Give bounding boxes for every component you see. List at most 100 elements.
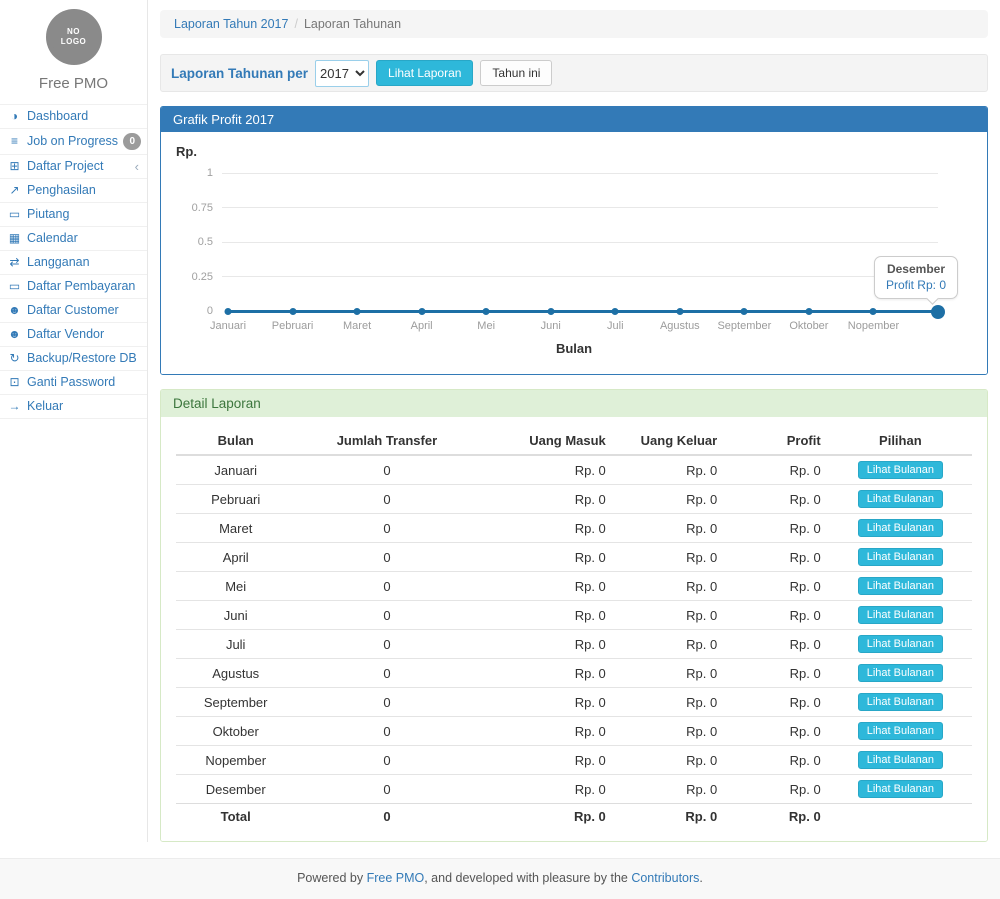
year-filter-bar: Laporan Tahunan per 2017 Lihat Laporan T…: [160, 54, 988, 92]
cell-bulan: Juni: [176, 601, 295, 630]
column-header: Uang Keluar: [614, 427, 725, 455]
data-point-pebruari: [289, 308, 296, 315]
cell-profit: Rp. 0: [725, 543, 828, 572]
sidebar-item-penghasilan[interactable]: ↗ Penghasilan: [0, 178, 147, 202]
cell-jumlah-transfer: 0: [295, 688, 478, 717]
sidebar-item-keluar[interactable]: →Keluar: [0, 394, 147, 419]
view-monthly-button[interactable]: Lihat Bulanan: [858, 548, 943, 566]
data-point-september: [741, 308, 748, 315]
sidebar-item-job-on-progress[interactable]: ≡Job on Progress0: [0, 128, 147, 154]
footer-link-free-pmo[interactable]: Free PMO: [367, 871, 425, 885]
sidebar-item-daftar-customer[interactable]: ☻Daftar Customer: [0, 298, 147, 322]
cell-bulan: Nopember: [176, 746, 295, 775]
cell-profit: Rp. 0: [725, 455, 828, 485]
sidebar-item-daftar-pembayaran[interactable]: ▭Daftar Pembayaran: [0, 274, 147, 298]
view-monthly-button[interactable]: Lihat Bulanan: [858, 693, 943, 711]
table-icon: ⊞: [7, 159, 22, 174]
calendar-icon: ▦: [7, 231, 22, 246]
x-tick-label: April: [411, 320, 433, 332]
view-monthly-button[interactable]: Lihat Bulanan: [858, 751, 943, 769]
cell-uang-keluar: Rp. 0: [614, 775, 725, 804]
sidebar-item-piutang[interactable]: ▭Piutang: [0, 202, 147, 226]
footer-text-prefix: Powered by: [297, 871, 366, 885]
cell-pilihan: Lihat Bulanan: [829, 775, 972, 804]
gridline-row: 1: [176, 167, 938, 179]
sidebar-item-ganti-password[interactable]: ⊡Ganti Password: [0, 370, 147, 394]
breadcrumb: Laporan Tahun 2017/Laporan Tahunan: [160, 10, 988, 38]
footer-link-contributors[interactable]: Contributors: [631, 871, 699, 885]
chart-y-unit-label: Rp.: [176, 144, 972, 159]
gridline-row: 0.5: [176, 236, 938, 248]
users-icon: ☻: [7, 327, 22, 342]
app-wrapper: NO LOGO Free PMO ◑Dashboard≡Job on Progr…: [0, 0, 1000, 842]
view-monthly-button[interactable]: Lihat Bulanan: [858, 577, 943, 595]
sidebar-item-backup-restore-db[interactable]: ↻Backup/Restore DB: [0, 346, 147, 370]
cell-uang-masuk: Rp. 0: [478, 514, 613, 543]
cell-jumlah-transfer: 0: [295, 630, 478, 659]
table-row: Juli0Rp. 0Rp. 0Rp. 0Lihat Bulanan: [176, 630, 972, 659]
sidebar-item-daftar-project[interactable]: ⊞Daftar Project‹: [0, 154, 147, 178]
chevron-left-icon: ‹: [135, 159, 141, 174]
sidebar-item-dashboard[interactable]: ◑Dashboard: [0, 104, 147, 128]
cell-pilihan: Lihat Bulanan: [829, 485, 972, 514]
view-monthly-button[interactable]: Lihat Bulanan: [858, 606, 943, 624]
view-monthly-button[interactable]: Lihat Bulanan: [858, 519, 943, 537]
line-chart-icon: ↗: [7, 183, 22, 198]
cell-profit: Rp. 0: [725, 485, 828, 514]
sidebar-item-calendar[interactable]: ▦ Calendar: [0, 226, 147, 250]
sidebar-item-daftar-vendor[interactable]: ☻Daftar Vendor: [0, 322, 147, 346]
table-row: Nopember0Rp. 0Rp. 0Rp. 0Lihat Bulanan: [176, 746, 972, 775]
lock-icon: ⊡: [7, 375, 22, 390]
view-monthly-button[interactable]: Lihat Bulanan: [858, 780, 943, 798]
sidebar-item-label: Penghasilan: [27, 183, 96, 198]
tooltip-value: Profit Rp: 0: [886, 278, 946, 292]
cell-pilihan: Lihat Bulanan: [829, 746, 972, 775]
view-report-button[interactable]: Lihat Laporan: [376, 60, 473, 86]
total-cell: 0: [295, 804, 478, 830]
column-header: Pilihan: [829, 427, 972, 455]
view-monthly-button[interactable]: Lihat Bulanan: [858, 490, 943, 508]
view-monthly-button[interactable]: Lihat Bulanan: [858, 722, 943, 740]
cell-uang-masuk: Rp. 0: [478, 717, 613, 746]
y-tick-label: 0: [176, 305, 222, 317]
breadcrumb-link-laporan-tahun[interactable]: Laporan Tahun 2017: [174, 17, 288, 31]
sidebar-menu: ◑Dashboard≡Job on Progress0⊞Daftar Proje…: [0, 104, 147, 419]
cell-bulan: Desember: [176, 775, 295, 804]
cell-uang-keluar: Rp. 0: [614, 455, 725, 485]
table-row: April0Rp. 0Rp. 0Rp. 0Lihat Bulanan: [176, 543, 972, 572]
data-point-agustus: [676, 308, 683, 315]
filter-label: Laporan Tahunan per: [171, 66, 308, 81]
gridline-row: 0.25: [176, 271, 938, 283]
view-monthly-button[interactable]: Lihat Bulanan: [858, 635, 943, 653]
x-tick-label: Nopember: [848, 320, 899, 332]
y-tick-label: 0.75: [176, 202, 222, 214]
cell-jumlah-transfer: 0: [295, 455, 478, 485]
cell-pilihan: Lihat Bulanan: [829, 455, 972, 485]
count-badge: 0: [123, 133, 141, 150]
cell-pilihan: Lihat Bulanan: [829, 630, 972, 659]
sidebar-item-langganan[interactable]: ⇄Langganan: [0, 250, 147, 274]
profit-line-chart: 00.250.50.751 JanuariPebruariMaretAprilM…: [176, 173, 938, 311]
view-monthly-button[interactable]: Lihat Bulanan: [858, 461, 943, 479]
sidebar-item-label: Backup/Restore DB: [27, 351, 137, 366]
cell-uang-masuk: Rp. 0: [478, 775, 613, 804]
x-tick-label: Oktober: [789, 320, 828, 332]
table-row: Desember0Rp. 0Rp. 0Rp. 0Lihat Bulanan: [176, 775, 972, 804]
cell-profit: Rp. 0: [725, 746, 828, 775]
gridline: [222, 276, 938, 277]
cell-uang-masuk: Rp. 0: [478, 543, 613, 572]
logo-container: NO LOGO: [0, 0, 147, 65]
cell-uang-masuk: Rp. 0: [478, 688, 613, 717]
view-monthly-button[interactable]: Lihat Bulanan: [858, 664, 943, 682]
money-icon: ▭: [7, 279, 22, 294]
sidebar-item-label: Calendar: [27, 231, 78, 246]
this-year-button[interactable]: Tahun ini: [480, 60, 552, 86]
cell-uang-masuk: Rp. 0: [478, 746, 613, 775]
year-select[interactable]: 2017: [315, 60, 369, 87]
x-tick-label: Agustus: [660, 320, 700, 332]
cell-jumlah-transfer: 0: [295, 717, 478, 746]
column-header: Jumlah Transfer: [295, 427, 478, 455]
cell-pilihan: Lihat Bulanan: [829, 601, 972, 630]
data-point-desember: [931, 305, 945, 319]
data-point-mei: [483, 308, 490, 315]
